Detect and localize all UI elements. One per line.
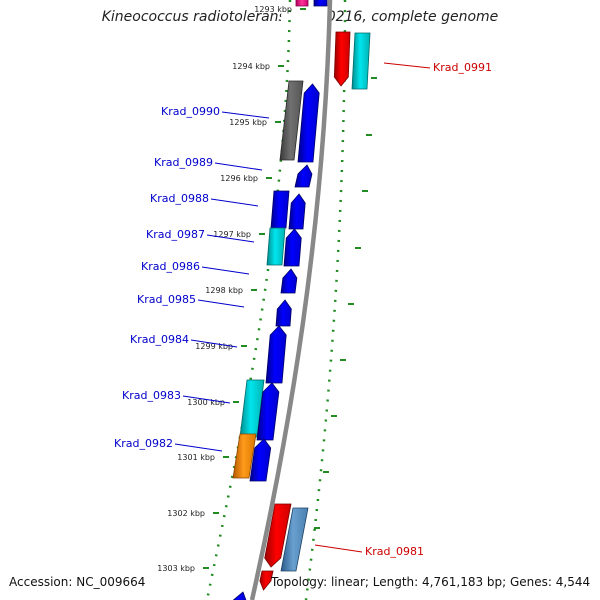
gene-leader-line <box>221 111 270 119</box>
gene-label-krad-0987[interactable]: Krad_0987 <box>146 228 205 241</box>
gene-label-krad-0986[interactable]: Krad_0986 <box>141 260 200 273</box>
gene-box[interactable] <box>279 80 304 161</box>
gene-box[interactable] <box>351 32 371 90</box>
gene-arrow[interactable] <box>333 31 351 87</box>
gene-label-krad-0981[interactable]: Krad_0981 <box>365 545 424 558</box>
gene-box[interactable] <box>313 0 328 7</box>
gene-box[interactable] <box>232 433 257 479</box>
gene-label-krad-0990[interactable]: Krad_0990 <box>161 105 220 118</box>
gene-label-krad-0984[interactable]: Krad_0984 <box>130 333 189 346</box>
kbp-label: 1296 kbp <box>220 174 258 183</box>
kbp-label: 1295 kbp <box>229 118 267 127</box>
kbp-label: 1299 kbp <box>195 342 233 351</box>
gene-arrow[interactable] <box>283 228 302 267</box>
kbp-label: 1293 kbp <box>254 5 292 14</box>
gene-label-krad-0988[interactable]: Krad_0988 <box>150 192 209 205</box>
gene-arrow[interactable] <box>275 299 292 327</box>
gene-label-krad-0983[interactable]: Krad_0983 <box>122 389 181 402</box>
gene-box[interactable] <box>266 227 286 266</box>
gene-arrow[interactable] <box>280 268 298 294</box>
kbp-label: 1302 kbp <box>167 509 205 518</box>
kbp-label: 1297 kbp <box>213 230 251 239</box>
gene-arrow[interactable] <box>264 503 292 568</box>
accession-text: Accession: NC_009664 <box>9 575 146 589</box>
gene-leader-line <box>314 544 363 553</box>
gene-box[interactable] <box>280 507 309 572</box>
gene-leader-line <box>190 339 238 348</box>
gene-leader-line <box>383 62 431 69</box>
gene-label-krad-0982[interactable]: Krad_0982 <box>114 437 173 450</box>
kbp-label: 1300 kbp <box>187 398 225 407</box>
gene-arrow[interactable] <box>259 570 274 591</box>
gene-leader-line <box>214 162 263 171</box>
gene-arrow[interactable] <box>288 193 306 230</box>
gene-label-krad-0989[interactable]: Krad_0989 <box>154 156 213 169</box>
gene-leader-line <box>182 395 231 404</box>
kbp-label: 1298 kbp <box>205 286 243 295</box>
topology-text: Topology: linear; Length: 4,761,183 bp; … <box>271 575 591 589</box>
gene-box[interactable] <box>295 0 309 7</box>
gene-leader-line <box>206 234 255 243</box>
gene-leader-line <box>210 198 259 207</box>
gene-arrow[interactable] <box>249 438 272 482</box>
kbp-label: 1301 kbp <box>177 453 215 462</box>
forward-guide-line <box>205 0 292 600</box>
gene-arrow[interactable] <box>265 325 287 384</box>
gene-label-krad-0991[interactable]: Krad_0991 <box>433 61 492 74</box>
kbp-label: 1303 kbp <box>157 564 195 573</box>
gene-arrow[interactable] <box>297 83 320 163</box>
gene-box[interactable] <box>270 190 290 229</box>
gene-arrow[interactable] <box>294 164 313 188</box>
gene-leader-line <box>174 443 223 452</box>
kbp-label: 1294 kbp <box>232 62 270 71</box>
genome-backbone <box>249 0 333 600</box>
gene-leader-line <box>197 299 245 308</box>
gene-label-krad-0985[interactable]: Krad_0985 <box>137 293 196 306</box>
gene-leader-line <box>201 266 250 275</box>
